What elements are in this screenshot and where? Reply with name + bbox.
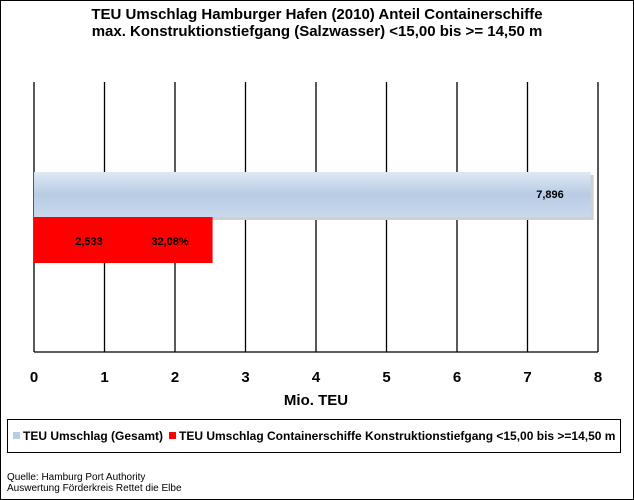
x-tick-label: 0 — [30, 369, 38, 386]
bar-containerschiffe — [34, 217, 213, 263]
x-tick-label: 5 — [382, 369, 390, 386]
share-label-containerschiffe: 32,08% — [151, 236, 189, 248]
bar-chart-plot: 0 1 2 3 4 5 6 7 8 Mio. TEU 7,896 2,533 32,08% — [30, 82, 602, 409]
chart-legend: TEU Umschlag (Gesamt) TEU Umschlag Conta… — [7, 419, 621, 453]
x-tick-label: 8 — [594, 369, 602, 386]
source-line2: Auswertung Förderkreis Rettet die Elbe — [7, 483, 182, 494]
legend-item-containerschiffe: TEU Umschlag Containerschiffe Konstrukti… — [169, 429, 615, 443]
x-tick-label: 1 — [100, 369, 108, 386]
chart-title-line1: TEU Umschlag Hamburger Hafen (2010) Ante… — [91, 6, 543, 23]
legend-swatch-containerschiffe — [169, 432, 176, 439]
data-label-containerschiffe: 2,533 — [75, 236, 103, 248]
x-tick-label: 4 — [312, 369, 321, 386]
x-tick-label: 2 — [171, 369, 179, 386]
legend-item-gesamt: TEU Umschlag (Gesamt) — [13, 429, 163, 443]
legend-label-containerschiffe: TEU Umschlag Containerschiffe Konstrukti… — [179, 429, 616, 443]
x-tick-label: 7 — [523, 369, 531, 386]
x-tick-label: 3 — [241, 369, 249, 386]
x-tick-label: 6 — [453, 369, 461, 386]
x-axis-title: Mio. TEU — [284, 392, 348, 409]
source-line1: Quelle: Hamburg Port Authority — [7, 472, 146, 483]
data-label-gesamt: 7,896 — [536, 189, 564, 201]
legend-swatch-gesamt — [13, 432, 20, 439]
chart-title-line2: max. Konstruktionstiefgang (Salzwasser) … — [91, 23, 543, 40]
legend-label-gesamt: TEU Umschlag (Gesamt) — [23, 429, 164, 443]
bar-gesamt — [34, 172, 591, 217]
